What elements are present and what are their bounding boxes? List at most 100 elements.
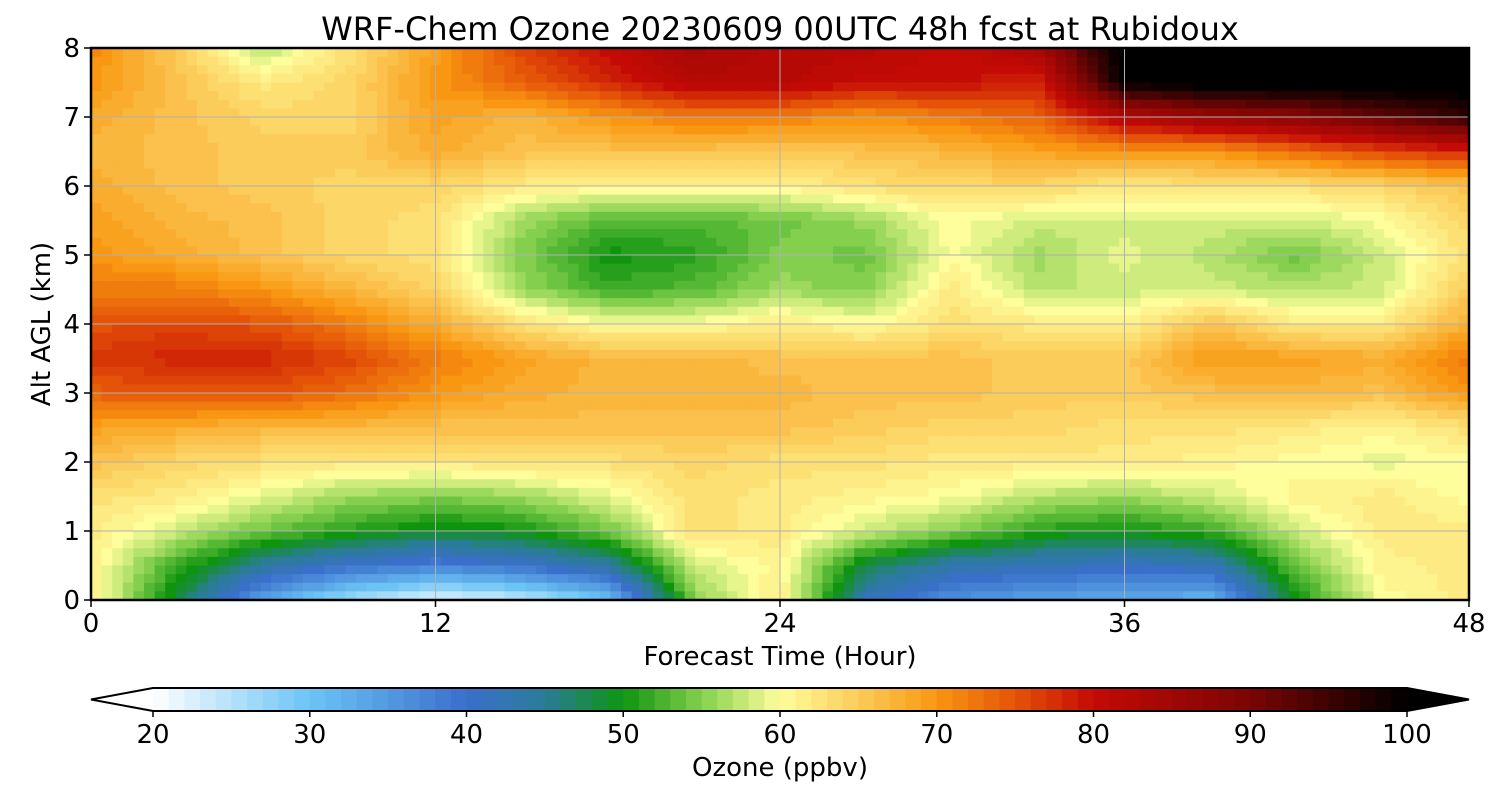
heatmap-cell [197,246,209,256]
heatmap-cell [1426,324,1438,334]
heatmap-cell [493,186,505,196]
heatmap-cell [1055,367,1067,377]
heatmap-cell [1384,263,1396,273]
heatmap-cell [1129,341,1141,351]
heatmap-cell [493,280,505,291]
heatmap-cell [599,203,611,213]
heatmap-cell [1405,203,1417,213]
heatmap-cell [472,108,484,118]
heatmap-cell [1076,142,1088,153]
heatmap-cell [462,186,474,196]
heatmap-cell [610,315,622,325]
heatmap-cell [790,263,802,273]
heatmap-cell [1267,203,1279,213]
heatmap-cell [483,73,495,84]
heatmap-cell [1172,272,1184,282]
heatmap-cell [843,263,855,273]
heatmap-cell [1267,332,1279,342]
heatmap-cell [610,341,622,351]
heatmap-cell [1087,194,1099,204]
heatmap-cell [409,280,421,291]
heatmap-cell [133,48,145,58]
heatmap-cell [356,211,368,222]
heatmap-cell [801,255,813,265]
heatmap-cell [440,289,452,299]
heatmap-cell [1437,332,1449,342]
heatmap-cell [780,99,792,109]
heatmap-cell [1416,332,1428,342]
heatmap-cell [197,56,209,66]
heatmap-cell [1140,349,1152,360]
heatmap-cell [1384,82,1396,92]
heatmap-cell [1204,220,1216,230]
heatmap-cell [313,73,325,84]
heatmap-cell [695,289,707,299]
heatmap-cell [1161,203,1173,213]
heatmap-cell [1246,65,1258,75]
heatmap-cell [546,177,558,187]
heatmap-cell [122,65,134,75]
heatmap-cell [1193,246,1205,256]
heatmap-cell [610,117,622,127]
heatmap-cell [896,82,908,92]
heatmap-cell [186,263,198,273]
heatmap-cell [896,289,908,299]
heatmap-cell [324,73,336,84]
heatmap-cell [949,315,961,325]
heatmap-cell [165,211,177,222]
heatmap-cell [1076,272,1088,282]
heatmap-cell [271,367,283,377]
heatmap-cell [1394,160,1406,170]
heatmap-cell [165,48,177,58]
heatmap-cell [1246,82,1258,92]
heatmap-cell [1246,56,1258,66]
heatmap-cell [1151,349,1163,360]
heatmap-cell [1257,117,1269,127]
heatmap-cell [1023,73,1035,84]
heatmap-cell [419,246,431,256]
heatmap-cell [970,73,982,84]
heatmap-cell [864,349,876,360]
heatmap-cell [101,246,113,256]
heatmap-cell [451,280,463,291]
heatmap-cell [356,375,368,385]
heatmap-cell [1098,203,1110,213]
heatmap-cell [1341,367,1353,377]
heatmap-cell [1161,48,1173,58]
heatmap-cell [811,151,823,161]
heatmap-cell [91,108,103,118]
heatmap-cell [218,349,230,360]
heatmap-cell [1002,168,1014,178]
heatmap-cell [769,117,781,127]
heatmap-cell [981,272,993,282]
heatmap-cell [970,298,982,308]
heatmap-cell [239,82,251,92]
heatmap-cell [1151,91,1163,101]
heatmap-cell [769,194,781,204]
heatmap-cell [843,255,855,265]
heatmap-cell [546,358,558,368]
heatmap-cell [133,272,145,282]
heatmap-cell [1320,237,1332,247]
heatmap-cell [1341,160,1353,170]
heatmap-cell [1214,349,1226,360]
heatmap-cell [165,99,177,109]
heatmap-cell [451,168,463,178]
heatmap-cell [1204,125,1216,135]
heatmap-cell [674,168,686,178]
heatmap-cell [716,263,728,273]
heatmap-cell [281,48,293,58]
heatmap-cell [377,203,389,213]
heatmap-cell [737,280,749,291]
heatmap-cell [239,48,251,58]
heatmap-cell [451,108,463,118]
heatmap-cell [472,125,484,135]
heatmap-cell [716,237,728,247]
heatmap-cell [1288,151,1300,161]
heatmap-cell [1204,349,1216,360]
heatmap-cell [377,315,389,325]
heatmap-cell [1352,142,1364,153]
heatmap-cell [260,246,272,256]
heatmap-cell [1076,151,1088,161]
heatmap-cell [1246,306,1258,316]
